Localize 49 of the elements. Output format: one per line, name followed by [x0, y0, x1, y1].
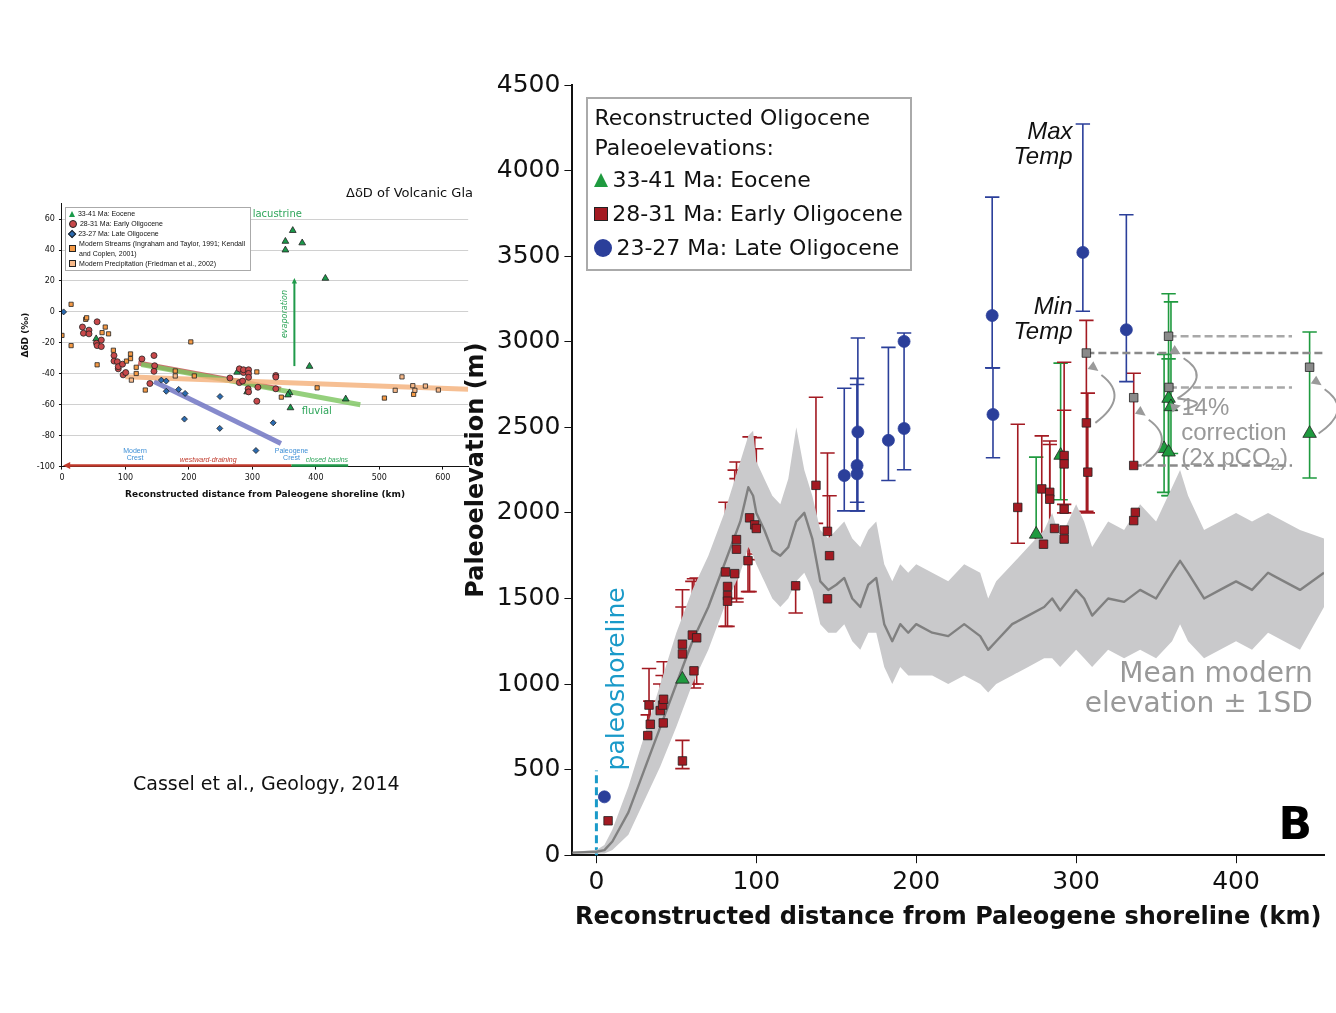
y-axis-title: ΔδD (‰)	[19, 312, 30, 358]
y-axis-title: Paleoelevation (m)	[460, 342, 489, 598]
x-tick-label: 400	[1212, 865, 1260, 895]
annotation: B	[1278, 797, 1312, 849]
x-tick-label: 300	[1052, 865, 1100, 895]
y-tick-label: 1500	[496, 581, 561, 611]
x-tick-label: 200	[892, 865, 941, 895]
y-tick-label: 0	[49, 306, 55, 316]
legend-label: 28-31 Ma: Early Oligocene	[612, 200, 903, 228]
y-tick-label: 2000	[496, 496, 561, 526]
y-tick-label: 3000	[496, 325, 561, 355]
x-tick-label: 200	[181, 473, 197, 483]
ref-line-label: paleoshoreline	[601, 587, 631, 771]
y-tick-label: 0	[544, 838, 561, 868]
x-axis-title: Reconstructed distance from Paleogene shoreline (km)	[574, 901, 1322, 930]
x-axis-title: Reconstructed distance from Paleogene shoreline (km)	[125, 488, 406, 499]
y-tick-label: 4000	[496, 154, 561, 184]
x-tick-label: 300	[244, 473, 261, 483]
annotation: lacustrine	[252, 207, 302, 219]
y-tick-label: 2500	[496, 410, 561, 440]
legend-title: Reconstructed Oligocene Paleoelevations:	[594, 104, 872, 162]
y-tick-label: 1000	[496, 667, 561, 697]
y-tick-label: 60	[44, 214, 55, 224]
y-tick-label: 3500	[496, 239, 561, 269]
annotation: Max Temp	[1013, 116, 1074, 170]
x-tick-label: 500	[371, 473, 387, 483]
y-tick-label: -80	[41, 430, 55, 440]
y-tick-label: 500	[512, 753, 561, 783]
y-tick-label: 40	[44, 245, 55, 255]
x-tick-label: 100	[117, 473, 134, 483]
chart-title: ΔδD of Volcanic Gla	[346, 185, 473, 201]
annotation: Min Temp	[1013, 291, 1073, 344]
annotation: Mean modern elevation ± 1SD	[1084, 656, 1313, 719]
y-tick-label: -40	[41, 368, 55, 378]
x-tick-label: 0	[59, 473, 65, 483]
legend-label: 33-41 Ma: Eocene	[612, 166, 811, 194]
x-tick-label: 100	[732, 865, 781, 895]
legend-label: 23-27 Ma: Late Oligocene	[616, 234, 900, 262]
text: Cassel et al., Geology, 2014	[133, 772, 400, 794]
x-tick-label: 600	[435, 473, 451, 483]
annotation: evaporation	[280, 290, 290, 339]
x-tick-label: 400	[308, 473, 324, 483]
y-tick-label: -60	[41, 399, 55, 409]
y-tick-label: -100	[36, 461, 55, 471]
y-tick-label: 4500	[496, 68, 561, 98]
x-tick-label: 0	[588, 865, 605, 895]
y-tick-label: -20	[41, 337, 55, 347]
annotation: fluvial	[301, 404, 332, 416]
y-tick-label: 20	[44, 276, 55, 286]
